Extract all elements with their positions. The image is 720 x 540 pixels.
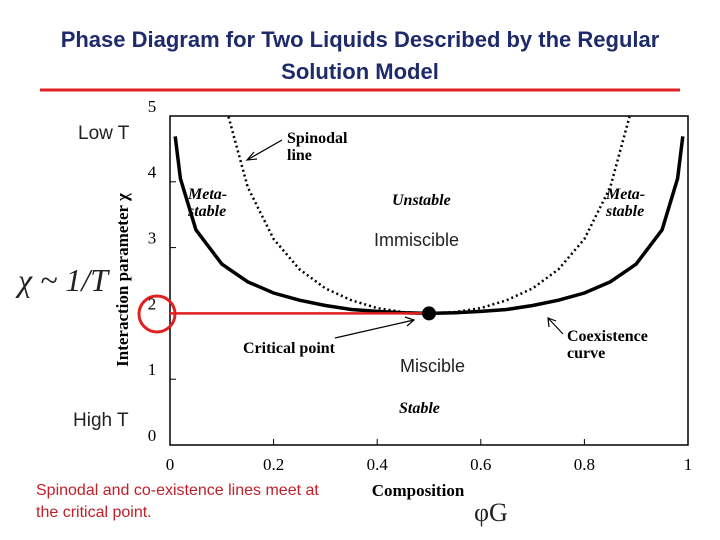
x-tick-label: 1 <box>684 455 693 474</box>
annotation: Meta-stable <box>188 186 228 220</box>
side-label: φG <box>474 498 508 527</box>
x-tick-label: 0.6 <box>470 455 491 474</box>
x-tick-label: 0.8 <box>574 455 595 474</box>
x-tick-label: 0.2 <box>263 455 284 474</box>
y-tick-label: 3 <box>148 229 157 248</box>
arrow-head <box>245 151 258 161</box>
side-label: χ ~ 1/T <box>18 262 109 298</box>
side-label: High T <box>73 410 129 431</box>
annotation: Meta-stable <box>606 186 646 220</box>
x-tick-label: 0.4 <box>367 455 389 474</box>
plot-frame <box>169 115 689 446</box>
annotation: Unstable <box>392 192 451 209</box>
y-tick-label: 4 <box>148 163 157 182</box>
y-tick-label: 5 <box>148 97 157 116</box>
slide-title: Phase Diagram for Two Liquids Described … <box>60 27 660 84</box>
x-axis-label: Composition <box>372 481 465 500</box>
y-tick-label: 1 <box>148 360 157 379</box>
arrow-head <box>404 316 416 327</box>
arrow <box>547 317 564 335</box>
annotation: Stable <box>399 400 440 417</box>
arrow <box>246 139 283 161</box>
annotation: Coexistence curve <box>567 328 648 362</box>
y-axis-label: Interaction parameter χ <box>113 193 132 367</box>
annotation: Spinodal line <box>287 130 348 164</box>
arrow <box>334 319 415 339</box>
arrow-head <box>547 317 557 328</box>
y-tick-label: 0 <box>148 426 157 445</box>
annotation: Miscible <box>400 356 466 376</box>
side-label: Low T <box>78 123 130 144</box>
x-tick-label: 0 <box>166 455 175 474</box>
arrows <box>245 139 564 339</box>
curve <box>173 136 685 316</box>
footnote: Spinodal and co-existence lines meet at … <box>36 482 319 521</box>
critical-point <box>422 306 436 321</box>
critical-point-label: Critical point <box>243 340 335 357</box>
annotation: Immiscible <box>374 230 460 250</box>
y-tick-label: 2 <box>148 294 157 313</box>
